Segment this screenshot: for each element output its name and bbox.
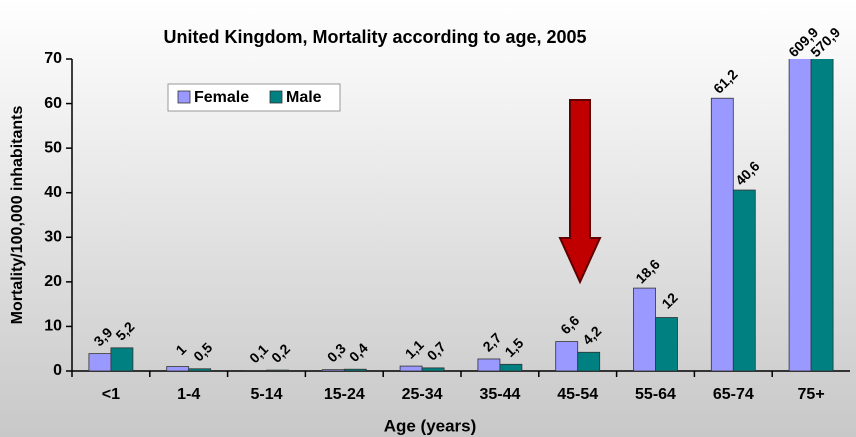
legend-box <box>167 83 341 112</box>
y-tick-label: 60 <box>44 95 62 112</box>
bar <box>577 351 601 371</box>
x-tick-label: 15-24 <box>324 386 365 403</box>
x-tick-label: 75+ <box>798 386 825 403</box>
x-tick-label: 35-44 <box>479 386 520 403</box>
bar <box>266 369 289 371</box>
bar <box>399 365 423 371</box>
x-axis-label: Age (years) <box>384 416 477 435</box>
x-tick-label: 25-34 <box>402 386 443 403</box>
legend-swatch <box>177 90 191 104</box>
bar <box>110 347 134 371</box>
y-axis-label: Mortality/100,000 inhabitants <box>9 106 26 325</box>
bar <box>633 287 656 371</box>
x-tick-label: 5-14 <box>250 386 282 403</box>
x-tick-label: 65-74 <box>713 386 754 403</box>
y-tick-label: 50 <box>44 139 62 156</box>
bar <box>166 366 190 371</box>
bar <box>655 317 678 371</box>
legend-swatch <box>269 90 283 104</box>
bar <box>788 59 812 371</box>
arrow <box>558 99 602 285</box>
legend-label: Male <box>286 89 322 106</box>
bar <box>421 367 445 371</box>
x-tick-label: 55-64 <box>635 386 676 403</box>
x-tick-label: 1-4 <box>177 386 200 403</box>
y-tick-label: 10 <box>44 318 62 335</box>
bar <box>321 369 345 371</box>
bar <box>188 368 212 371</box>
y-tick-label: 70 <box>44 50 62 67</box>
bar <box>710 97 734 371</box>
y-tick-label: 40 <box>44 184 62 201</box>
y-tick-label: 0 <box>53 362 62 379</box>
bar <box>477 358 501 371</box>
bar <box>732 189 756 371</box>
bar <box>555 341 579 371</box>
bar <box>343 368 367 371</box>
y-tick-label: 30 <box>44 229 62 246</box>
bar <box>810 59 834 371</box>
x-tick-label: 45-54 <box>557 386 598 403</box>
bar <box>499 363 523 371</box>
x-tick-label: <1 <box>102 386 120 403</box>
y-tick-label: 20 <box>44 273 62 290</box>
bars <box>88 59 834 371</box>
legend-label: Female <box>194 89 249 106</box>
chart-title: United Kingdom, Mortality according to a… <box>163 27 586 47</box>
bar <box>88 353 112 371</box>
